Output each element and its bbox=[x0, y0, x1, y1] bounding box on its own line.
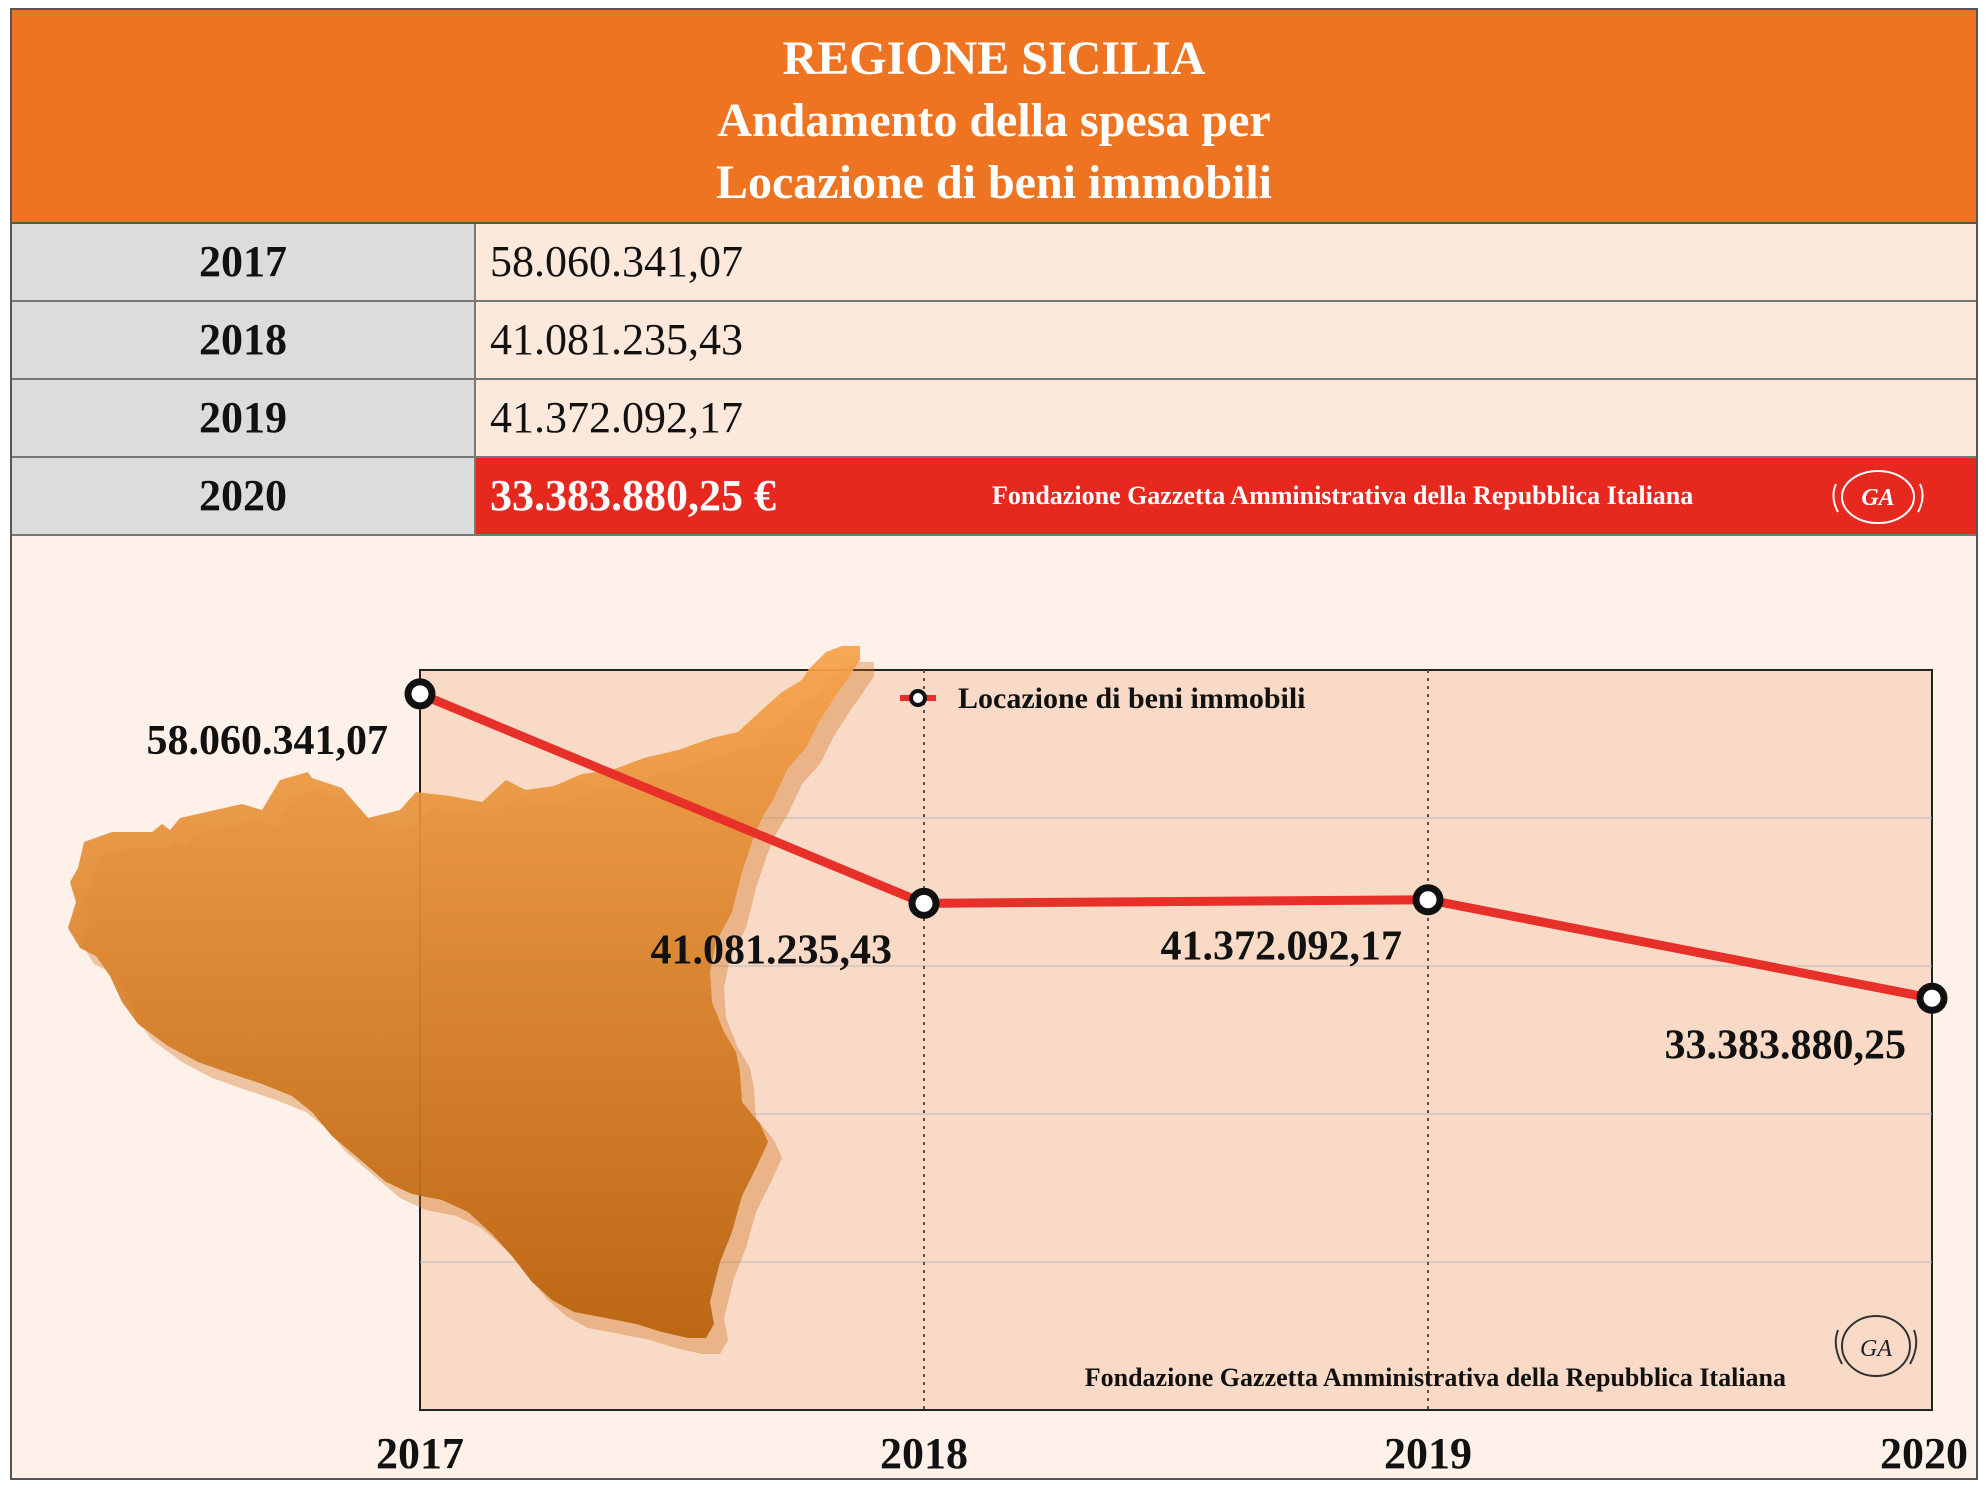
data-label: 58.060.341,07 bbox=[147, 718, 389, 764]
legend-marker-icon bbox=[909, 689, 927, 707]
data-point bbox=[1916, 982, 1948, 1014]
header-title: REGIONE SICILIA bbox=[782, 32, 1206, 85]
x-tick-label: 2018 bbox=[880, 1429, 968, 1478]
svg-text:GA: GA bbox=[1860, 1336, 1892, 1362]
table-row: 2017 58.060.341,07 bbox=[12, 224, 1976, 302]
ga-logo-icon: GA bbox=[1832, 470, 1924, 524]
x-tick-label: 2017 bbox=[376, 1429, 464, 1478]
x-tick-label: 2020 bbox=[1880, 1429, 1968, 1478]
table-year: 2017 bbox=[12, 224, 476, 300]
header-banner: REGIONE SICILIA Andamento della spesa pe… bbox=[12, 10, 1976, 224]
svg-text:GA: GA bbox=[1861, 485, 1894, 511]
chart-credit: Fondazione Gazzetta Amministrativa della… bbox=[1085, 1363, 1786, 1392]
table-row-highlight: 2020 33.383.880,25 € Fondazione Gazzetta… bbox=[12, 458, 1976, 536]
data-point bbox=[404, 678, 436, 710]
credit-text: Fondazione Gazzetta Amministrativa della… bbox=[992, 481, 1694, 510]
infographic-frame: REGIONE SICILIA Andamento della spesa pe… bbox=[10, 8, 1978, 1480]
table-value: 41.372.092,17 bbox=[476, 380, 1976, 456]
data-label: 41.081.235,43 bbox=[651, 927, 893, 973]
data-label: 33.383.880,25 bbox=[1665, 1022, 1907, 1068]
x-axis-labels: 2017 2018 2019 2020 bbox=[376, 1429, 1968, 1478]
table-year: 2018 bbox=[12, 302, 476, 378]
table-year: 2020 bbox=[12, 458, 476, 534]
header-subtitle-2: Locazione di beni immobili bbox=[715, 156, 1273, 209]
value-labels: 58.060.341,07 41.081.235,43 41.372.092,17 3… bbox=[147, 718, 1907, 1068]
legend-label: Locazione di beni immobili bbox=[958, 682, 1306, 715]
table-value: 58.060.341,07 bbox=[476, 224, 1976, 300]
table-row: 2019 41.372.092,17 bbox=[12, 380, 1976, 458]
sicily-map bbox=[68, 646, 860, 1338]
table-value-total: 33.383.880,25 € Fondazione Gazzetta Ammi… bbox=[476, 458, 1976, 534]
year-dividers bbox=[923, 670, 1429, 1410]
data-label: 41.372.092,17 bbox=[1161, 924, 1403, 970]
legend: Locazione di beni immobili bbox=[900, 682, 1306, 715]
table-value-text: 33.383.880,25 € bbox=[490, 471, 776, 520]
series-line bbox=[404, 678, 1948, 1014]
line-chart: Locazione di beni immobili 58.060.341,07… bbox=[68, 646, 1968, 1478]
ga-logo-chart-icon: GA bbox=[1834, 1315, 1918, 1377]
data-point bbox=[908, 887, 940, 919]
x-tick-label: 2019 bbox=[1384, 1429, 1472, 1478]
data-point bbox=[1412, 884, 1444, 916]
table-year: 2019 bbox=[12, 380, 476, 456]
table-value: 41.081.235,43 bbox=[476, 302, 1976, 378]
header-subtitle-1: Andamento della spesa per bbox=[717, 94, 1271, 147]
series-polyline bbox=[418, 689, 1933, 1003]
table-row: 2018 41.081.235,43 bbox=[12, 302, 1976, 380]
